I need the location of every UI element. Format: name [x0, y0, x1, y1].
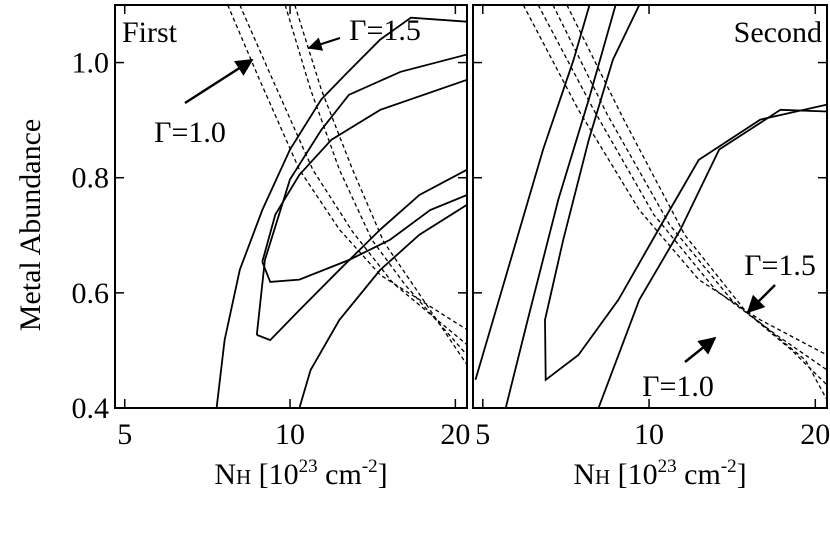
dashed-curve [239, 5, 467, 346]
dashed-curve [294, 5, 467, 366]
x-axis-label-part: cm [318, 458, 362, 491]
dashed-curve [552, 5, 827, 386]
x-axis-label-part: ] [378, 458, 388, 491]
x-axis-label-part: -2 [721, 456, 737, 477]
x-axis-label-part: [10 [610, 458, 658, 491]
x-axis-label-part: 23 [299, 456, 318, 477]
panel-title: First [122, 16, 178, 49]
annotation: Γ=1.5 [744, 249, 816, 282]
x-tick-label: 5 [475, 418, 490, 451]
y-tick-label: 0.8 [72, 162, 110, 195]
x-tick-label: 20 [440, 418, 470, 451]
x-axis-label-part: N [214, 458, 236, 491]
x-axis-label-part: H [595, 465, 610, 489]
y-tick-label: 0.6 [72, 277, 110, 310]
contour-line [544, 5, 827, 382]
plot-area [215, 5, 467, 408]
x-tick-label: 10 [275, 418, 305, 451]
x-axis-label-part: [10 [251, 458, 299, 491]
dashed-curve [537, 5, 827, 371]
x-tick-label: 5 [117, 418, 132, 451]
arrow [746, 284, 776, 314]
x-tick-label: 10 [634, 418, 664, 451]
contour-line [298, 204, 467, 408]
arrow [307, 37, 341, 51]
dashed-curve [227, 5, 467, 331]
dashed-curve [284, 5, 467, 356]
y-tick-label: 0.4 [72, 392, 110, 425]
dashed-curve [566, 5, 827, 401]
x-tick-label: 20 [800, 418, 830, 451]
annotation: Γ=1.5 [349, 14, 421, 47]
annotation: Γ=1.0 [642, 370, 714, 403]
contour-line [261, 78, 467, 283]
plot-area [474, 5, 827, 408]
contour-line [474, 5, 591, 381]
y-axis-label: Metal Abundance [14, 119, 47, 331]
contour-line [597, 108, 827, 408]
dashed-curve [522, 5, 827, 356]
x-axis-label-part: 23 [658, 456, 677, 477]
arrow [684, 336, 717, 363]
plot-frame [114, 4, 468, 409]
x-axis-label-part: -2 [362, 456, 378, 477]
contour-line [215, 16, 467, 408]
annotation: Γ=1.0 [154, 116, 226, 149]
x-axis-label: NH [1023 cm-2] [214, 456, 387, 491]
plot-frame [472, 4, 828, 409]
contour-line [255, 53, 467, 342]
panel-title: Second [734, 16, 822, 49]
arrow [184, 58, 254, 105]
contour-line [504, 5, 617, 408]
y-tick-label: 1.0 [72, 47, 110, 80]
x-axis-label: NH [1023 cm-2] [573, 456, 746, 491]
x-axis-label-part: cm [677, 458, 721, 491]
x-axis-label-part: ] [737, 458, 747, 491]
x-axis-label-part: N [573, 458, 595, 491]
x-axis-label-part: H [236, 465, 251, 489]
